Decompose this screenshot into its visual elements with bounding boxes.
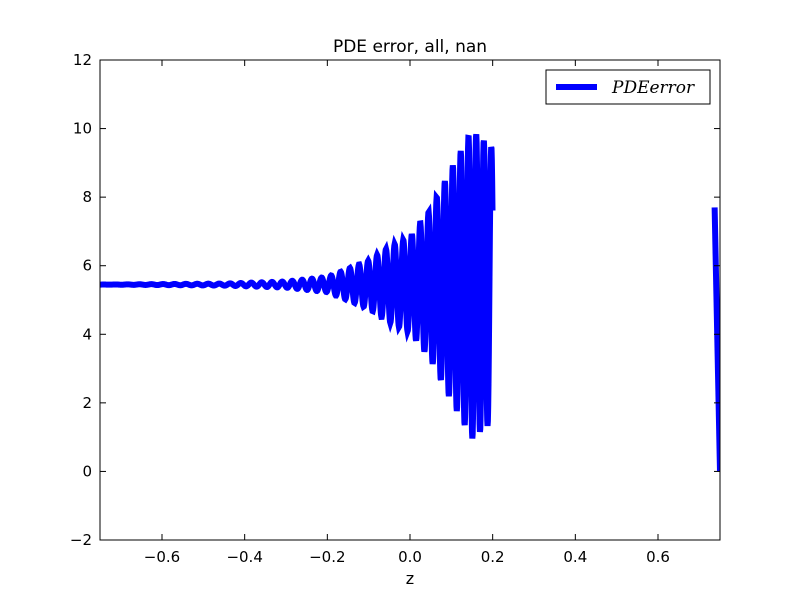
x-tick-label: −0.2 [309, 548, 345, 566]
x-axis-label: z [406, 569, 414, 588]
x-tick-label: 0.0 [398, 548, 422, 566]
x-axis: −0.6 −0.4 −0.2 0.0 0.2 0.4 0.6 [144, 60, 670, 566]
y-tick-label: 6 [82, 257, 92, 275]
x-tick-label: 0.4 [563, 548, 587, 566]
y-tick-label: 10 [73, 120, 92, 138]
y-axis: −2 0 2 4 6 8 10 12 [70, 51, 720, 549]
series-line-pdeerror [711, 207, 720, 472]
x-tick-label: 0.6 [646, 548, 670, 566]
x-tick-label: −0.4 [226, 548, 262, 566]
chart-title: PDE error, all, nan [333, 37, 487, 57]
x-tick-label: −0.6 [144, 548, 180, 566]
y-tick-label: −2 [70, 531, 92, 549]
legend-label-pdeerror: PDEerror [611, 78, 695, 98]
y-tick-label: 2 [82, 394, 92, 412]
series-layer [100, 133, 720, 472]
x-tick-label: 0.2 [481, 548, 505, 566]
legend: PDEerror [545, 69, 711, 105]
y-tick-label: 4 [82, 325, 92, 343]
y-tick-label: 8 [82, 188, 92, 206]
y-tick-label: 0 [82, 462, 92, 480]
y-tick-label: 12 [73, 51, 92, 69]
series-line-pdeerror [100, 133, 496, 439]
